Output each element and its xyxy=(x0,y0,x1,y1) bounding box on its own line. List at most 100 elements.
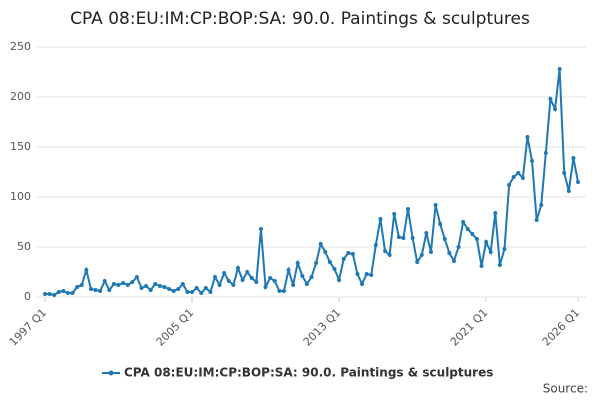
point xyxy=(121,281,126,285)
point xyxy=(272,279,277,283)
point xyxy=(346,251,351,255)
point xyxy=(534,218,539,222)
point xyxy=(456,245,461,249)
point xyxy=(226,279,231,283)
x-tick-label: 2021 Q1 xyxy=(448,306,491,349)
point xyxy=(484,240,489,244)
y-tick-label: 150 xyxy=(10,140,31,153)
point xyxy=(180,282,185,286)
point xyxy=(428,250,433,254)
point xyxy=(240,278,245,282)
chart-title: CPA 08:EU:IM:CP:BOP:SA: 90.0. Paintings … xyxy=(70,9,530,29)
x-tick-label: 1997 Q1 xyxy=(7,306,50,349)
point xyxy=(281,289,286,293)
point xyxy=(364,272,369,276)
point xyxy=(88,287,93,291)
point xyxy=(405,207,410,211)
point xyxy=(383,249,388,253)
point xyxy=(309,275,314,279)
point xyxy=(461,220,466,224)
y-tick-label: 50 xyxy=(17,240,31,253)
point xyxy=(134,275,139,279)
y-tick-label: 0 xyxy=(24,290,31,303)
point xyxy=(194,286,199,290)
point xyxy=(525,135,530,139)
point xyxy=(190,290,195,294)
point xyxy=(323,250,328,254)
point xyxy=(470,232,475,236)
point xyxy=(130,280,135,284)
point xyxy=(516,171,521,175)
point xyxy=(125,283,130,287)
point xyxy=(530,159,535,163)
point xyxy=(47,292,52,296)
point xyxy=(571,156,576,160)
point xyxy=(153,282,158,286)
point xyxy=(245,270,250,274)
point xyxy=(576,180,580,184)
point xyxy=(360,282,365,286)
x-tick-label: 2013 Q1 xyxy=(301,306,344,349)
source: Source: xyxy=(543,382,588,396)
point xyxy=(327,260,332,264)
point xyxy=(314,261,319,265)
point xyxy=(171,289,176,293)
point xyxy=(447,251,452,255)
point xyxy=(43,292,47,296)
point xyxy=(502,247,507,251)
point xyxy=(277,289,282,293)
point xyxy=(557,67,562,71)
point xyxy=(65,291,70,295)
point xyxy=(116,283,121,287)
point xyxy=(217,283,222,287)
point xyxy=(401,236,406,240)
y-tick-label: 100 xyxy=(10,190,31,203)
point xyxy=(493,211,498,215)
point xyxy=(56,290,61,294)
line xyxy=(45,68,579,297)
point xyxy=(410,236,415,240)
point xyxy=(208,290,213,294)
point xyxy=(355,272,360,276)
x-tick-label: 2026 Q1 xyxy=(540,306,583,349)
y-tick-label: 200 xyxy=(10,90,31,103)
point xyxy=(70,291,75,295)
point xyxy=(543,151,548,155)
point xyxy=(157,284,162,288)
point xyxy=(337,278,342,282)
point xyxy=(378,217,383,221)
point xyxy=(291,283,296,287)
point xyxy=(254,280,259,284)
point xyxy=(231,283,236,287)
point xyxy=(213,275,218,279)
point xyxy=(350,252,355,256)
point xyxy=(451,259,456,263)
point xyxy=(61,289,66,293)
point xyxy=(488,250,493,254)
point xyxy=(433,203,438,207)
point xyxy=(235,266,240,270)
point xyxy=(107,288,112,292)
point xyxy=(396,235,401,239)
point xyxy=(176,287,181,291)
point xyxy=(318,242,323,246)
point xyxy=(369,273,374,277)
point xyxy=(548,97,553,101)
point xyxy=(387,253,392,257)
point xyxy=(300,274,305,278)
y-tick-label: 250 xyxy=(10,40,31,53)
point xyxy=(332,267,337,271)
point xyxy=(304,282,309,286)
x-tick-label: 2005 Q1 xyxy=(154,306,197,349)
point xyxy=(507,183,512,187)
point xyxy=(249,276,254,280)
point xyxy=(258,227,263,231)
point xyxy=(263,285,268,289)
point xyxy=(203,286,208,290)
point xyxy=(111,282,116,286)
point xyxy=(286,268,291,272)
point xyxy=(553,107,558,111)
point xyxy=(520,176,525,180)
point xyxy=(268,276,273,280)
